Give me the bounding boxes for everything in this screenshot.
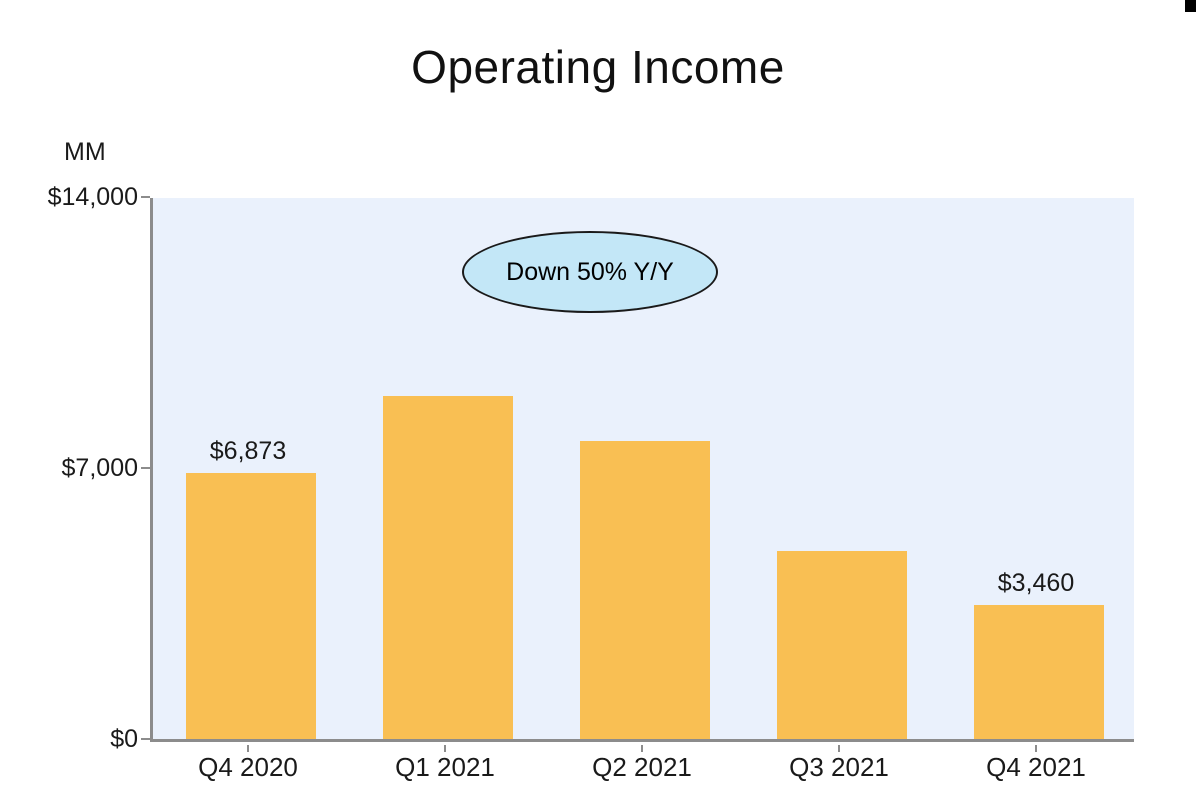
y-tick-mark-7000 — [141, 467, 150, 469]
x-tick-label-q4-2021: Q4 2021 — [986, 752, 1086, 782]
x-tick-mark-q1-2021 — [444, 745, 446, 752]
bar-q3-2021 — [777, 551, 907, 739]
y-tick-label-7000: $7,000 — [61, 454, 138, 482]
annotation-ellipse: Down 50% Y/Y — [462, 231, 718, 313]
bar-q1-2021 — [383, 396, 513, 739]
bar-q4-2020 — [186, 473, 316, 739]
x-tick-mark-q2-2021 — [641, 745, 643, 752]
chart-title: Operating Income — [411, 41, 785, 93]
x-tick-label-q1-2021: Q1 2021 — [395, 752, 495, 782]
bar-q4-2021 — [974, 605, 1104, 739]
x-tick-mark-q4-2021 — [1035, 745, 1037, 752]
x-tick-label-q2-2021: Q2 2021 — [592, 752, 692, 782]
bar-q2-2021 — [580, 441, 710, 739]
y-tick-label-0: $0 — [110, 725, 138, 753]
bar-value-label-q4-2021: $3,460 — [997, 569, 1075, 597]
x-tick-mark-q3-2021 — [838, 745, 840, 752]
y-tick-mark-14000 — [141, 196, 150, 198]
annotation-text: Down 50% Y/Y — [506, 257, 674, 286]
y-tick-mark-0 — [141, 738, 150, 740]
x-tick-mark-q4-2020 — [247, 745, 249, 752]
x-tick-label-q4-2020: Q4 2020 — [198, 752, 298, 782]
x-tick-label-q3-2021: Q3 2021 — [789, 752, 889, 782]
bar-value-label-q4-2020: $6,873 — [209, 437, 287, 465]
y-tick-label-14000: $14,000 — [47, 183, 138, 211]
y-axis-unit-label: MM — [64, 138, 106, 166]
corner-mark — [1185, 0, 1196, 12]
